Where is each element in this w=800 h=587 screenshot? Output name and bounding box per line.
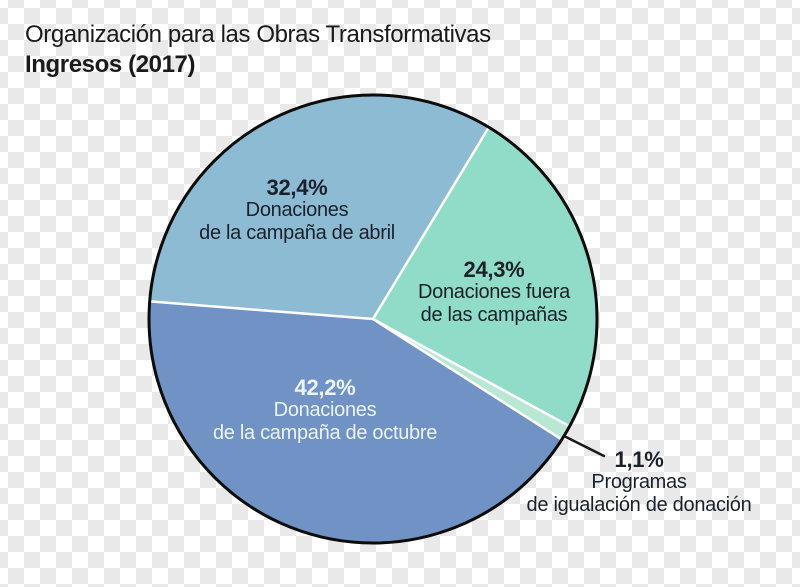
- pie-label-octubre-line1: Donaciones: [273, 399, 377, 421]
- pie-label-fuera-pct: 24,3%: [463, 257, 525, 282]
- chart-title-block: Organización para las Obras Transformati…: [25, 20, 491, 80]
- pie-label-igualacion: 1,1% Programas de igualación de donación: [527, 448, 752, 517]
- slice-divider: [371, 126, 490, 320]
- slice-divider: [372, 317, 563, 441]
- pie-label-igualacion-line2: de igualación de donación: [526, 494, 752, 516]
- pie-label-igualacion-pct: 1,1%: [614, 447, 664, 472]
- pie-label-fuera: 24,3% Donaciones fuera de las campañas: [418, 258, 570, 327]
- chart-subtitle: Ingresos (2017): [25, 51, 196, 78]
- pie-label-octubre: 42,2% Donaciones de la campaña de octubr…: [213, 376, 437, 445]
- pie-label-abril: 32,4% Donaciones de la campaña de abril: [199, 176, 395, 245]
- pie-label-abril-line2: de la campaña de abril: [199, 222, 395, 244]
- pie-outline: [147, 93, 599, 545]
- pie-label-fuera-line1: Donaciones fuera: [418, 281, 570, 303]
- pie-label-abril-line1: Donaciones: [245, 199, 349, 221]
- slice-divider: [372, 317, 571, 428]
- pie-slice-abril: [149, 95, 489, 319]
- pie-slice-fuera: [373, 127, 597, 427]
- pie-label-octubre-pct: 42,2%: [294, 375, 356, 400]
- pie-label-abril-pct: 32,4%: [266, 175, 328, 200]
- pie-slice-octubre: [149, 301, 562, 544]
- slice-divider: [149, 300, 374, 321]
- chart-title: Organización para las Obras Transformati…: [25, 21, 491, 48]
- pie-label-fuera-line2: de las campañas: [420, 304, 568, 326]
- leader-line-igualacion: [564, 435, 606, 458]
- pie-label-igualacion-line1: Programas: [591, 471, 687, 493]
- pie-label-octubre-line2: de la campaña de octubre: [212, 422, 438, 444]
